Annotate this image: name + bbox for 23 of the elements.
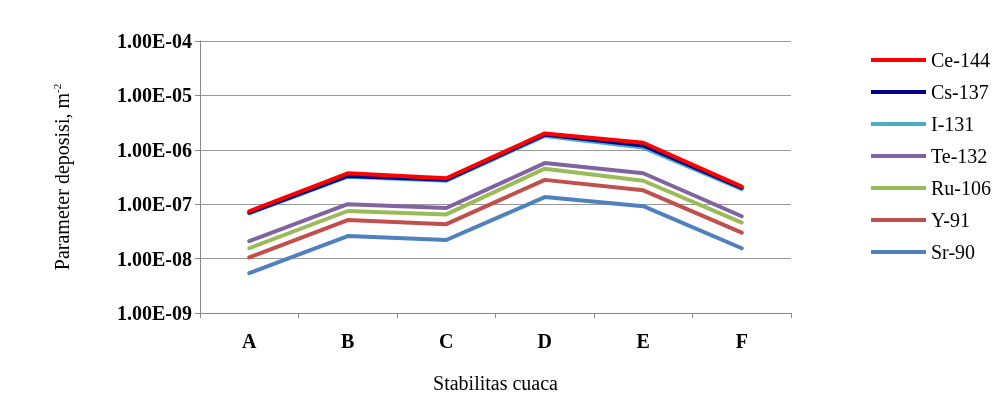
y-tick-label: 1.00E-06 xyxy=(117,138,192,161)
x-axis-title: Stabilitas cuaca xyxy=(433,372,559,394)
legend-label: Ru-106 xyxy=(931,177,991,199)
y-tick-label: 1.00E-04 xyxy=(117,30,192,52)
legend-label: Sr-90 xyxy=(931,241,976,263)
y-tick-label: 1.00E-09 xyxy=(117,302,192,324)
line-series xyxy=(247,195,744,276)
x-tick-label: F xyxy=(735,330,748,352)
line-series xyxy=(247,177,744,260)
x-tick-label: E xyxy=(636,330,650,352)
x-tick-label: D xyxy=(537,330,552,352)
y-axis-title: Parameter deposisi, m-2 xyxy=(50,83,74,271)
x-tick-label: C xyxy=(439,330,454,352)
y-tick-label: 1.00E-07 xyxy=(117,193,192,216)
y-tick-label: 1.00E-05 xyxy=(117,84,192,107)
legend-label: Cs-137 xyxy=(931,81,989,103)
legend-label: Te-132 xyxy=(931,145,988,167)
legend-label: I-131 xyxy=(931,113,975,135)
x-tick-label: A xyxy=(242,330,258,352)
legend-label: Y-91 xyxy=(931,209,970,231)
x-tick-label: B xyxy=(341,330,355,352)
y-tick-label: 1.00E-08 xyxy=(117,247,192,270)
legend-label: Ce-144 xyxy=(931,49,990,71)
